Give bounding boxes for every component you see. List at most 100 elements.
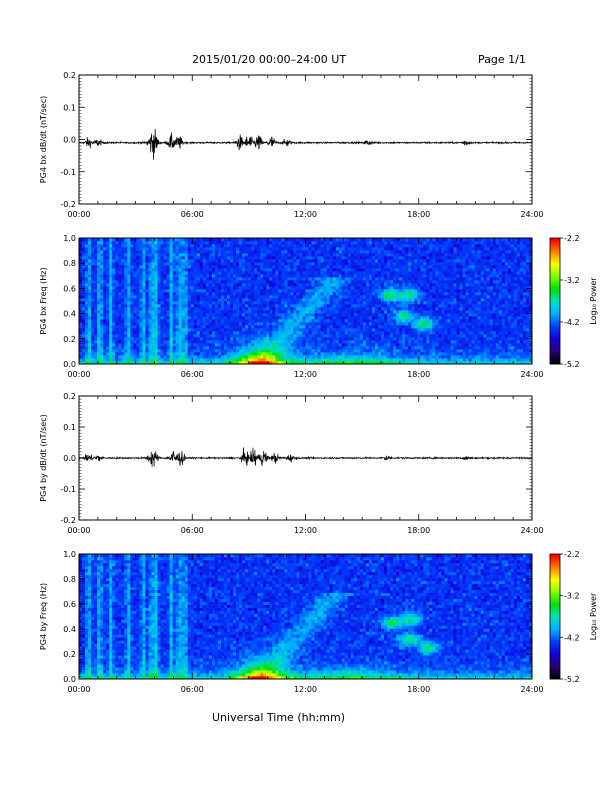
heatmap-cell <box>320 343 324 347</box>
heatmap-cell <box>202 346 207 350</box>
heatmap-cell <box>260 334 264 338</box>
heatmap-cell <box>384 238 388 242</box>
heatmap-cell <box>314 292 318 296</box>
heatmap-cell <box>353 334 358 338</box>
heatmap-cell <box>423 244 427 248</box>
heatmap-cell <box>317 349 321 353</box>
heatmap-cell <box>79 316 83 320</box>
heatmap-cell <box>226 340 231 344</box>
heatmap-cell <box>97 331 101 335</box>
heatmap-cell <box>332 349 337 353</box>
heatmap-cell <box>205 292 210 296</box>
heatmap-cell <box>145 280 149 284</box>
heatmap-cell <box>199 268 204 272</box>
heatmap-cell <box>136 352 140 356</box>
heatmap-cell <box>91 355 95 359</box>
heatmap-cell <box>248 355 252 359</box>
heatmap-cell <box>408 262 412 266</box>
heatmap-cell <box>399 268 403 272</box>
heatmap-cell <box>217 295 222 299</box>
heatmap-cell <box>127 319 131 323</box>
heatmap-cell <box>121 358 125 362</box>
heatmap-cell <box>356 280 361 284</box>
heatmap-cell <box>326 340 331 344</box>
heatmap-cell <box>420 343 424 347</box>
heatmap-cell <box>266 250 270 254</box>
heatmap-cell <box>281 262 285 266</box>
heatmap-cell <box>417 313 421 317</box>
heatmap-cell <box>423 247 427 251</box>
heatmap-cell <box>344 349 349 353</box>
heatmap-cell <box>320 346 324 350</box>
heatmap-cell <box>163 271 167 275</box>
heatmap-cell <box>205 331 210 335</box>
heatmap-cell <box>356 346 361 350</box>
heatmap-cell <box>220 319 225 323</box>
heatmap-cell <box>362 316 367 320</box>
heatmap-cell <box>420 298 424 302</box>
heatmap-cell <box>305 319 309 323</box>
heatmap-cell <box>151 358 155 362</box>
heatmap-cell <box>106 283 110 287</box>
heatmap-cell <box>199 283 204 287</box>
heatmap-cell <box>365 319 370 323</box>
heatmap-cell <box>160 331 164 335</box>
heatmap-cell <box>311 277 315 281</box>
heatmap-cell <box>326 298 331 302</box>
heatmap-cell <box>356 241 361 245</box>
heatmap-cell <box>311 319 315 323</box>
heatmap-cell <box>374 322 379 326</box>
heatmap-cell <box>248 358 252 362</box>
heatmap-cell <box>115 247 119 251</box>
heatmap-cell <box>263 349 267 353</box>
heatmap-cell <box>112 310 116 314</box>
heatmap-cell <box>121 256 125 260</box>
heatmap-cell <box>169 292 173 296</box>
heatmap-cell <box>396 265 400 269</box>
heatmap-cell <box>211 292 216 296</box>
heatmap-cell <box>257 343 261 347</box>
heatmap-cell <box>199 289 204 293</box>
heatmap-cell <box>130 355 134 359</box>
heatmap-cell <box>184 343 189 347</box>
heatmap-cell <box>242 316 246 320</box>
heatmap-cell <box>272 304 276 308</box>
heatmap-cell <box>121 322 125 326</box>
heatmap-cell <box>148 304 152 308</box>
heatmap-cell <box>284 271 288 275</box>
heatmap-cell <box>154 268 158 272</box>
heatmap-cell <box>374 268 379 272</box>
heatmap-cell <box>121 337 125 341</box>
heatmap-cell <box>341 301 346 305</box>
heatmap-cell <box>420 331 424 335</box>
heatmap-cell <box>94 337 98 341</box>
heatmap-cell <box>359 244 364 248</box>
heatmap-cell <box>335 358 340 362</box>
heatmap-cell <box>393 328 397 332</box>
heatmap-cell <box>411 349 415 353</box>
heatmap-cell <box>79 328 83 332</box>
heatmap-cell <box>112 298 116 302</box>
heatmap-cell <box>338 349 343 353</box>
heatmap-cell <box>284 349 288 353</box>
heatmap-cell <box>154 346 158 350</box>
heatmap-cell <box>287 352 291 356</box>
heatmap-cell <box>290 337 294 341</box>
heatmap-cell <box>124 298 128 302</box>
heatmap-cell <box>187 238 192 242</box>
heatmap-cell <box>254 274 258 278</box>
heatmap-cell <box>214 328 219 332</box>
heatmap-cell <box>332 346 337 350</box>
heatmap-cell <box>211 304 216 308</box>
heatmap-cell <box>275 283 279 287</box>
heatmap-cell <box>230 271 234 275</box>
heatmap-cell <box>275 331 279 335</box>
heatmap-cell <box>399 316 403 320</box>
heatmap-cell <box>230 238 234 242</box>
heatmap-cell <box>109 262 113 266</box>
heatmap-cell <box>121 241 125 245</box>
heatmap-cell <box>347 292 352 296</box>
heatmap-cell <box>196 343 201 347</box>
heatmap-cell <box>278 250 282 254</box>
heatmap-cell <box>163 247 167 251</box>
